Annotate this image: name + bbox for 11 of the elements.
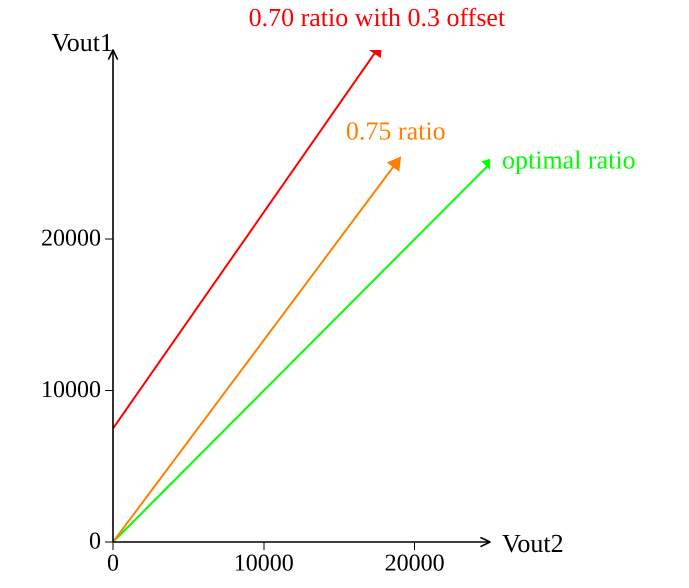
y-tick-label: 20000: [41, 226, 101, 252]
x-tick-label: 20000: [384, 550, 445, 577]
y-tick-label: 10000: [41, 376, 101, 403]
x-axis-title: Vout2: [502, 528, 564, 558]
y-axis-title: Vout1: [51, 28, 113, 57]
x-tick-label: 0: [107, 550, 119, 577]
x-tick-label: 10000: [234, 550, 294, 577]
series-label: 0.70 ratio with 0.3 offset: [248, 2, 506, 32]
y-tick-label: 0: [89, 528, 101, 554]
series-label: optimal ratio: [502, 145, 636, 174]
series-label: 0.75 ratio: [346, 116, 446, 146]
